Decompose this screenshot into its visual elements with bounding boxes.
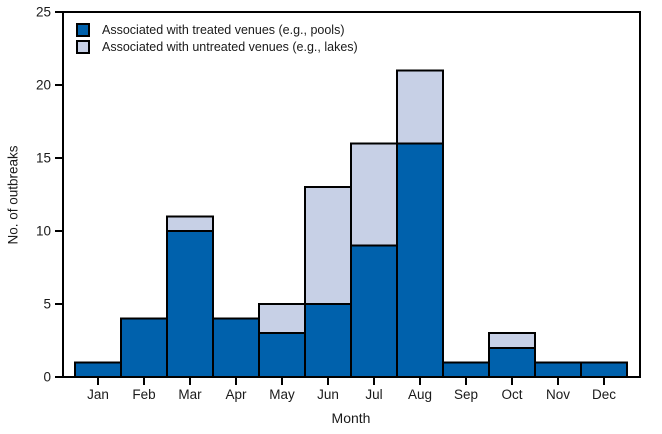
legend-item-treated: Associated with treated venues (e.g., po… bbox=[76, 23, 358, 37]
y-tick-label: 20 bbox=[36, 78, 51, 93]
bar-segment-treated bbox=[396, 142, 444, 378]
y-tick-label: 15 bbox=[36, 151, 51, 166]
x-tick-label: Jul bbox=[365, 387, 382, 402]
bar-segment-treated bbox=[166, 230, 214, 378]
untreated-venues-label: Associated with untreated venues (e.g., … bbox=[102, 40, 358, 54]
bar-segment-treated bbox=[120, 317, 168, 379]
bar-segment-treated bbox=[304, 303, 352, 378]
bar-segment-untreated bbox=[258, 303, 306, 335]
x-axis-title: Month bbox=[331, 410, 371, 426]
bar-segment-untreated bbox=[350, 142, 398, 247]
bar-segment-treated bbox=[580, 361, 628, 378]
bar-segment-treated bbox=[212, 317, 260, 379]
treated-venues-swatch bbox=[76, 23, 90, 37]
bar-segment-untreated bbox=[304, 186, 352, 305]
x-tick-label: Feb bbox=[132, 387, 155, 402]
y-tick-label: 5 bbox=[43, 297, 51, 312]
x-tick-label: May bbox=[269, 387, 295, 402]
x-tick-label: Jun bbox=[317, 387, 339, 402]
bar-segment-treated bbox=[258, 332, 306, 379]
y-tick-label: 10 bbox=[36, 224, 51, 239]
bar-segment-untreated bbox=[488, 332, 536, 349]
bar-segment-treated bbox=[350, 244, 398, 378]
x-tick-label: Sep bbox=[454, 387, 478, 402]
y-tick-label: 25 bbox=[36, 5, 51, 20]
x-tick-label: Mar bbox=[178, 387, 202, 402]
bar-segment-untreated bbox=[166, 215, 214, 232]
legend-item-untreated: Associated with untreated venues (e.g., … bbox=[76, 40, 358, 54]
x-tick-label: Jan bbox=[87, 387, 109, 402]
bar-segment-treated bbox=[74, 361, 122, 378]
untreated-venues-swatch bbox=[76, 40, 90, 54]
x-tick-label: Nov bbox=[546, 387, 570, 402]
y-tick-label: 0 bbox=[43, 370, 51, 385]
x-tick-label: Dec bbox=[592, 387, 616, 402]
bar-segment-treated bbox=[488, 346, 536, 378]
bar-segment-untreated bbox=[396, 69, 444, 145]
plot-border bbox=[62, 11, 641, 378]
bar-segment-treated bbox=[534, 361, 582, 378]
legend: Associated with treated venues (e.g., po… bbox=[76, 23, 358, 54]
x-tick-label: Aug bbox=[408, 387, 432, 402]
treated-venues-label: Associated with treated venues (e.g., po… bbox=[102, 23, 345, 37]
x-tick-label: Oct bbox=[501, 387, 522, 402]
bar-segment-treated bbox=[442, 361, 490, 378]
x-tick-label: Apr bbox=[225, 387, 247, 402]
